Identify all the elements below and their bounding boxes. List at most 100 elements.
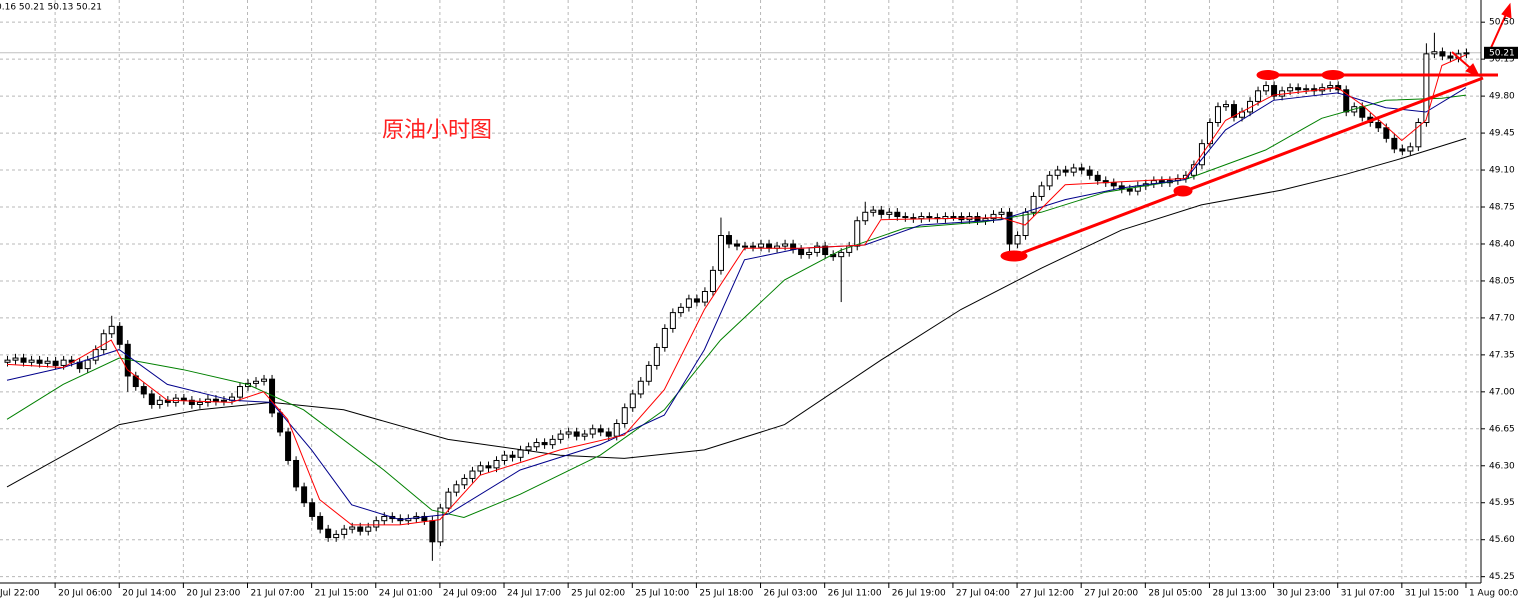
candle-body (84, 359, 91, 370)
y-tick-label: 49.80 (1489, 92, 1515, 102)
plot (4, 32, 1470, 561)
ohlc-info: 0.16 50.21 50.13 50.21 (0, 3, 102, 13)
candle-body (798, 248, 805, 256)
x-tick-label: 1 Aug 00:00 (1469, 589, 1518, 599)
candle-body (44, 360, 51, 364)
x-tick-label: 25 Jul 02:00 (571, 589, 625, 599)
candle-body (1062, 169, 1069, 173)
candle-body (1126, 188, 1133, 192)
x-tick-label: 21 Jul 15:00 (315, 589, 369, 599)
candle-body (437, 507, 444, 543)
candle-body (653, 346, 660, 366)
marker (1173, 185, 1193, 197)
candle-body (581, 433, 588, 437)
candle-body (212, 398, 219, 402)
candle-body (605, 431, 612, 437)
x-tick-label: 21 Jul 07:00 (251, 589, 305, 599)
x-tick-label: 27 Jul 04:00 (956, 589, 1010, 599)
candle-body (621, 407, 628, 425)
y-tick-label: 45.25 (1489, 572, 1515, 582)
candle-body (196, 401, 203, 406)
candle-body (469, 470, 476, 479)
candle-body (357, 526, 364, 532)
candle-body (1431, 51, 1438, 55)
grid (0, 0, 1481, 583)
x-tick-label: 31 Jul 07:00 (1341, 589, 1395, 599)
x-tick-label: 27 Jul 12:00 (1020, 589, 1074, 599)
x-tick-label: Jul 22:00 (0, 589, 40, 599)
candle-body (333, 533, 340, 539)
candle-body (1359, 106, 1366, 118)
x-tick-label: 20 Jul 14:00 (122, 589, 176, 599)
candle-body (878, 209, 885, 215)
candle-body (140, 386, 147, 395)
candle-body (1295, 87, 1302, 91)
candle-body (725, 235, 732, 245)
candle-body (669, 312, 676, 329)
x-tick-label: 26 Jul 19:00 (892, 589, 946, 599)
candle-body (613, 423, 620, 437)
trend-line (1013, 76, 1484, 258)
y-tick-label: 46.30 (1489, 461, 1515, 471)
candle-body (565, 431, 572, 435)
candle-body (549, 438, 556, 446)
candle-body (1423, 53, 1430, 124)
candle-body (645, 364, 652, 382)
candle-body (1006, 211, 1013, 245)
candle-body (1046, 174, 1053, 187)
candle-body (677, 306, 684, 314)
candle-body (597, 428, 604, 433)
x-tick-label: 28 Jul 13:00 (1212, 589, 1266, 599)
arrow-head (1465, 63, 1481, 77)
candle-body (998, 211, 1005, 215)
candle-body (301, 486, 308, 504)
x-tick-label: 20 Jul 06:00 (58, 589, 112, 599)
candle-body (1086, 169, 1093, 176)
candle-body (445, 491, 452, 509)
candle-body (188, 399, 195, 406)
x-tick-label: 24 Jul 17:00 (507, 589, 561, 599)
arrow (1489, 9, 1509, 51)
candle-body (886, 211, 893, 215)
candle-body (838, 251, 845, 258)
candle-body (317, 515, 324, 530)
candle-body (20, 357, 27, 363)
marker (1321, 70, 1345, 80)
candle-body (309, 502, 316, 517)
y-tick-label: 50.15 (1489, 55, 1515, 65)
candle-body (1222, 104, 1229, 108)
candle-body (60, 359, 67, 366)
candle-body (220, 399, 227, 402)
candle-body (661, 327, 668, 348)
y-tick-label: 48.75 (1489, 203, 1515, 213)
y-tick-label: 49.45 (1489, 129, 1515, 139)
candle-body (870, 209, 877, 213)
candle-body (325, 528, 332, 539)
candle-body (926, 216, 933, 219)
candle-body (1439, 51, 1446, 57)
x-tick-label: 26 Jul 03:00 (764, 589, 818, 599)
candle-body (557, 433, 564, 440)
y-tick-label: 48.05 (1489, 276, 1515, 286)
candle-body (253, 380, 260, 384)
candle-body (1391, 137, 1398, 150)
candle-body (1415, 122, 1422, 148)
candle-body (261, 378, 268, 382)
candle-body (717, 235, 724, 271)
candle-body (1327, 85, 1334, 89)
candle-body (629, 393, 636, 409)
candle-body (1070, 167, 1077, 173)
x-tick-label: 20 Jul 23:00 (186, 589, 240, 599)
candle-body (461, 477, 468, 486)
candle-body (541, 442, 548, 446)
candle-body (709, 269, 716, 292)
candle-body (453, 484, 460, 493)
candle-body (742, 245, 749, 248)
candle-body (12, 357, 19, 361)
candle-body (1463, 52, 1470, 55)
last-price-label: 50.21 (1489, 48, 1515, 58)
candle-body (285, 431, 292, 461)
candle-body (1271, 85, 1278, 97)
candle-body (156, 399, 163, 406)
candle-body (910, 217, 917, 220)
